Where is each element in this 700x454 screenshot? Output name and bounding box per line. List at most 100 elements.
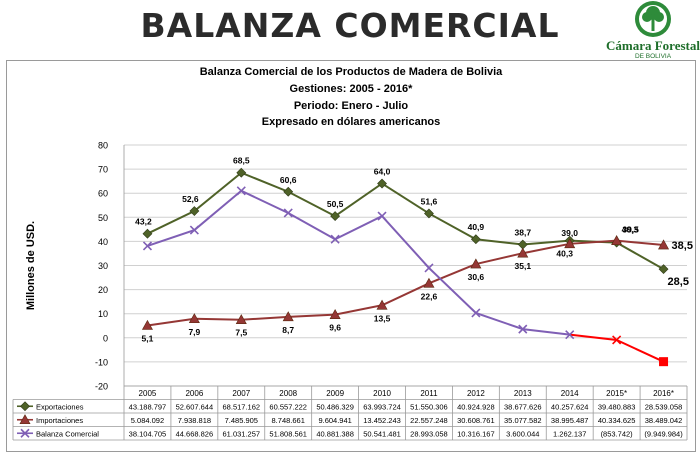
y-tick-label: 80 bbox=[98, 141, 108, 151]
legend-series-name: Exportaciones bbox=[36, 402, 84, 411]
data-label-exportaciones: 51,6 bbox=[421, 196, 438, 206]
x-category-label: 2010 bbox=[373, 389, 391, 398]
x-category-label: 2014 bbox=[561, 389, 579, 398]
series-line-balanza bbox=[147, 189, 570, 336]
data-label-importaciones: 38,5 bbox=[672, 240, 693, 252]
table-cell: 9.604.941 bbox=[318, 416, 351, 425]
data-point-exportaciones bbox=[658, 264, 669, 275]
y-tick-label: 20 bbox=[98, 285, 108, 295]
chart-title-line: Balanza Comercial de los Productos de Ma… bbox=[200, 66, 503, 78]
data-label-exportaciones: 43,2 bbox=[135, 217, 152, 227]
legend-series-name: Balanza Comercial bbox=[36, 429, 99, 438]
data-label-exportaciones: 40,3 bbox=[556, 249, 573, 259]
data-point-importaciones bbox=[235, 314, 247, 325]
data-point-balanza bbox=[518, 324, 528, 334]
data-point-importaciones bbox=[470, 258, 482, 269]
data-label-exportaciones: 39,5 bbox=[622, 225, 639, 235]
data-point-importaciones bbox=[564, 238, 576, 249]
table-cell: 1.262.137 bbox=[553, 429, 586, 438]
y-tick-label: 60 bbox=[98, 189, 108, 199]
table-cell: 10.316.167 bbox=[457, 429, 495, 438]
table-cell: 43.188.797 bbox=[129, 402, 167, 411]
data-point-importaciones bbox=[611, 235, 623, 245]
data-label-importaciones: 22,6 bbox=[421, 291, 438, 301]
series-line-balanza-negative bbox=[569, 333, 664, 363]
data-label-exportaciones: 64,0 bbox=[374, 167, 391, 177]
table-cell: 61.031.257 bbox=[223, 429, 261, 438]
data-label-exportaciones: 40,9 bbox=[468, 222, 485, 232]
data-point-balanza bbox=[424, 263, 434, 273]
data-label-importaciones: 39,0 bbox=[561, 228, 578, 238]
data-label-importaciones: 7,9 bbox=[188, 327, 200, 337]
table-cell: 63.993.724 bbox=[363, 402, 401, 411]
table-cell: 52.607.644 bbox=[176, 402, 214, 411]
tree-icon bbox=[635, 1, 671, 37]
data-label-importaciones: 7,5 bbox=[235, 328, 247, 338]
table-cell: 44.668.826 bbox=[176, 429, 214, 438]
y-tick-label: 0 bbox=[103, 333, 108, 343]
data-point-balanza bbox=[236, 186, 246, 196]
table-cell: 7.485.905 bbox=[225, 416, 258, 425]
y-tick-label: -10 bbox=[95, 357, 108, 367]
data-point-exportaciones bbox=[189, 206, 200, 216]
logo-subtitle: DE BOLIVIA bbox=[634, 53, 672, 60]
page-title: BALANZA COMERCIAL bbox=[140, 6, 560, 45]
chart-title-line: Gestiones: 2005 - 2016* bbox=[290, 83, 414, 95]
table-cell: 38.995.487 bbox=[551, 416, 589, 425]
logo: Cámara Forestal DE BOLIVIA bbox=[606, 0, 700, 60]
x-category-label: 2016* bbox=[653, 389, 674, 398]
data-point-balanza bbox=[565, 330, 575, 340]
data-point-exportaciones bbox=[377, 178, 387, 189]
data-point-exportaciones bbox=[330, 211, 341, 222]
data-label-importaciones: 8,7 bbox=[282, 325, 294, 335]
data-label-exportaciones: 38,7 bbox=[515, 228, 532, 238]
data-point-balanza bbox=[189, 225, 199, 235]
data-point-balanza bbox=[659, 357, 669, 367]
table-cell: 22.557.248 bbox=[410, 416, 448, 425]
table-cell: 8.748.661 bbox=[272, 416, 305, 425]
data-point-balanza bbox=[142, 241, 153, 251]
y-tick-label: 50 bbox=[98, 213, 108, 223]
y-tick-label: 30 bbox=[98, 261, 108, 271]
table-cell: 38.677.626 bbox=[504, 402, 542, 411]
y-tick-label: 40 bbox=[98, 237, 108, 247]
table-cell: 38.489.042 bbox=[645, 416, 683, 425]
data-label-exportaciones: 68,5 bbox=[233, 156, 250, 166]
data-label-exportaciones: 50,5 bbox=[327, 199, 344, 209]
logo-name: Cámara Forestal bbox=[606, 38, 700, 53]
y-tick-label: 10 bbox=[98, 309, 108, 319]
data-point-exportaciones bbox=[424, 208, 434, 219]
data-point-balanza bbox=[377, 211, 387, 221]
data-point-importaciones bbox=[141, 319, 153, 330]
data-label-exportaciones: 28,5 bbox=[668, 276, 689, 288]
table-cell: 51.808.561 bbox=[269, 429, 307, 438]
table-cell: 60.557.222 bbox=[269, 402, 307, 411]
chart-title-line: Periodo: Enero - Julio bbox=[294, 100, 409, 112]
data-point-balanza bbox=[283, 208, 293, 218]
data-label-importaciones: 9,6 bbox=[329, 323, 341, 333]
table-cell: 50.541.481 bbox=[363, 429, 401, 438]
table-cell: 51.550.306 bbox=[410, 402, 448, 411]
x-category-label: 2012 bbox=[467, 389, 485, 398]
data-label-exportaciones: 60,6 bbox=[280, 175, 297, 185]
table-cell: 50.486.329 bbox=[316, 402, 354, 411]
data-point-exportaciones bbox=[142, 228, 153, 239]
data-label-importaciones: 5,1 bbox=[142, 334, 154, 344]
legend-series-name: Importaciones bbox=[36, 416, 83, 425]
data-point-balanza bbox=[330, 234, 340, 244]
chart-title-line: Expresado en dólares americanos bbox=[262, 116, 441, 128]
table-cell: 30.608.761 bbox=[457, 416, 495, 425]
legend-marker bbox=[19, 414, 31, 425]
data-point-balanza bbox=[471, 308, 481, 318]
data-point-importaciones bbox=[282, 311, 294, 322]
data-label-importaciones: 40,3 bbox=[622, 225, 639, 235]
line-chart: Balanza Comercial de los Productos de Ma… bbox=[12, 66, 693, 441]
data-point-exportaciones bbox=[283, 186, 294, 197]
table-cell: 28.539.058 bbox=[645, 402, 683, 411]
x-category-label: 2009 bbox=[326, 389, 344, 398]
data-point-importaciones bbox=[517, 247, 529, 258]
data-point-importaciones bbox=[423, 277, 435, 288]
table-cell: 35.077.582 bbox=[504, 416, 542, 425]
y-tick-label: -20 bbox=[95, 382, 108, 392]
data-label-importaciones: 30,6 bbox=[468, 272, 485, 282]
